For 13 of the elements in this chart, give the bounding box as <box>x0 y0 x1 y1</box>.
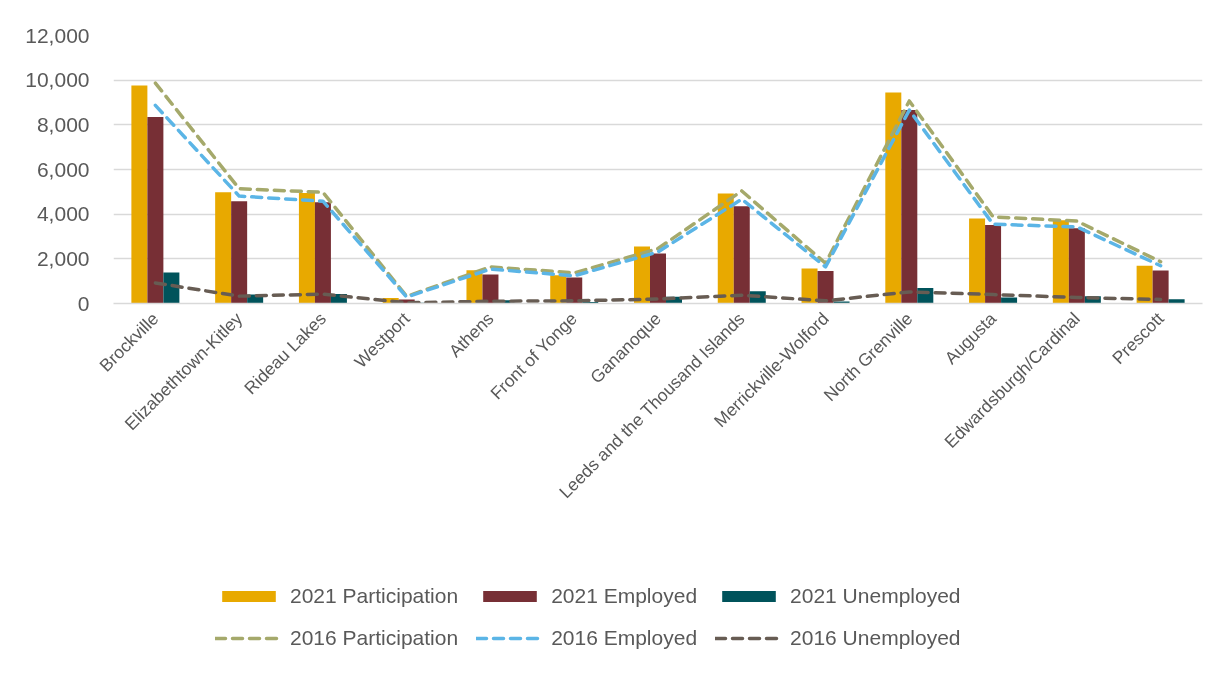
y-tick-label: 8,000 <box>36 112 90 136</box>
y-tick-label: 10,000 <box>25 68 90 92</box>
legend-label: 2021 Participation <box>290 584 459 608</box>
y-tick-label: 2,000 <box>36 246 90 270</box>
legend-label: 2016 Employed <box>551 626 698 650</box>
y-tick-label: 12,000 <box>25 23 90 47</box>
legend-label: 2016 Participation <box>290 626 459 650</box>
y-tick-label: 0 <box>77 291 90 315</box>
legend-label: 2016 Unemployed <box>790 626 961 650</box>
y-tick-label: 4,000 <box>36 202 90 226</box>
legend-label: 2021 Unemployed <box>790 584 961 608</box>
y-tick-label: 6,000 <box>36 157 90 181</box>
legend-label: 2021 Employed <box>551 584 698 608</box>
